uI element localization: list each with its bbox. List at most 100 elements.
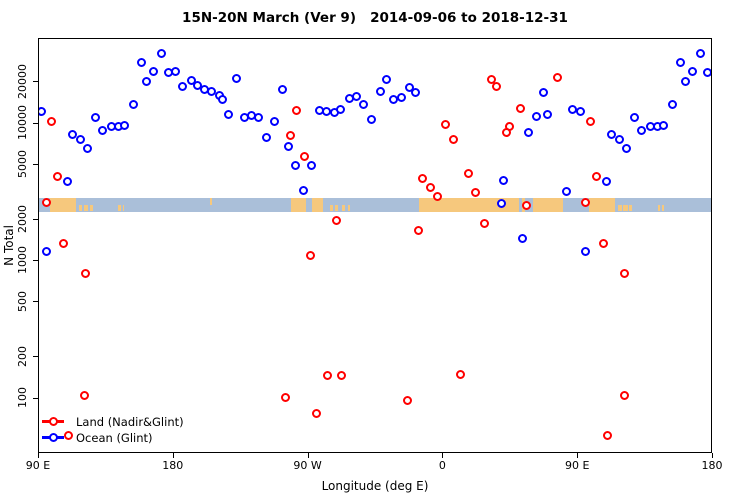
land-patch xyxy=(348,205,350,212)
data-point-ocean xyxy=(681,77,691,87)
data-point-ocean xyxy=(207,86,217,96)
data-point-ocean xyxy=(404,83,414,93)
x-axis-title: Longitude (deg E) xyxy=(321,479,429,493)
data-point-ocean xyxy=(659,121,669,131)
data-point-ocean xyxy=(231,73,241,83)
data-point-ocean xyxy=(148,66,158,76)
y-axis-tick xyxy=(33,260,38,261)
data-point-land xyxy=(448,134,458,144)
data-point-ocean xyxy=(695,49,705,59)
x-axis-tick xyxy=(712,453,713,458)
data-point-land xyxy=(413,225,423,235)
data-point-ocean xyxy=(411,88,421,98)
x-axis-tick-label: 180 xyxy=(162,459,184,472)
data-point-land xyxy=(312,409,322,418)
land-patch xyxy=(589,198,615,212)
data-point-land xyxy=(323,371,333,381)
data-point-ocean xyxy=(576,106,586,116)
data-point-ocean xyxy=(688,66,698,76)
data-point-ocean xyxy=(269,117,279,127)
data-point-land xyxy=(292,105,302,115)
land-patch xyxy=(334,205,338,212)
land-patch xyxy=(418,198,520,212)
data-point-land xyxy=(80,391,90,401)
data-point-land xyxy=(331,215,341,225)
y-axis-tick xyxy=(33,218,38,220)
data-point-ocean xyxy=(351,92,361,102)
data-point-ocean xyxy=(291,160,301,170)
data-point-ocean xyxy=(375,86,385,96)
data-point-land xyxy=(426,182,436,192)
data-point-ocean xyxy=(381,74,391,84)
data-point-ocean xyxy=(668,100,678,110)
data-point-land xyxy=(463,168,473,178)
y-axis-tick xyxy=(33,356,38,358)
data-point-ocean xyxy=(496,198,506,208)
x-axis-tick xyxy=(577,453,579,458)
data-point-land xyxy=(42,198,52,208)
data-point-ocean xyxy=(178,81,188,91)
data-point-ocean xyxy=(531,111,541,121)
plot-area: Land (Nadir&Glint) Ocean (Glint) xyxy=(38,38,712,453)
data-point-land xyxy=(59,238,69,248)
data-point-ocean xyxy=(128,100,138,110)
chart-title: 15N-20N March (Ver 9) 2014-09-06 to 2018… xyxy=(182,10,568,26)
land-patch xyxy=(118,205,121,212)
y-axis-tick-label: 20000 xyxy=(16,63,29,99)
data-point-ocean xyxy=(98,126,108,136)
data-point-ocean xyxy=(75,134,85,144)
data-point-land xyxy=(492,82,502,92)
data-point-ocean xyxy=(83,143,93,153)
data-point-ocean xyxy=(298,185,308,195)
data-point-ocean xyxy=(518,233,528,243)
data-point-ocean xyxy=(218,94,228,104)
land-patch xyxy=(83,205,89,212)
x-axis-tick-label: 180 xyxy=(701,459,723,472)
legend-land-marker-icon xyxy=(48,416,58,426)
data-point-land xyxy=(305,251,315,261)
data-point-ocean xyxy=(170,66,180,76)
x-axis-tick xyxy=(442,453,444,458)
data-point-ocean xyxy=(223,110,233,120)
data-point-ocean xyxy=(543,110,553,120)
land-patch xyxy=(122,205,125,212)
data-point-land xyxy=(586,116,596,126)
data-point-land xyxy=(441,119,451,129)
data-point-ocean xyxy=(607,129,617,139)
data-point-land xyxy=(522,200,532,210)
land-patch xyxy=(657,205,660,212)
data-point-ocean xyxy=(253,113,263,123)
land-patch xyxy=(629,205,633,212)
data-point-ocean xyxy=(637,126,647,136)
data-point-ocean xyxy=(358,100,368,110)
data-point-ocean xyxy=(261,133,271,143)
data-point-ocean xyxy=(581,247,591,257)
legend-land-label: Land (Nadir&Glint) xyxy=(76,415,184,429)
data-point-ocean xyxy=(498,175,508,185)
data-point-ocean xyxy=(39,106,47,116)
x-axis-tick-label: 0 xyxy=(438,459,446,472)
data-point-ocean xyxy=(367,114,377,124)
data-point-land xyxy=(620,269,630,279)
y-axis-tick xyxy=(33,301,38,303)
data-point-land xyxy=(501,128,511,138)
data-point-land xyxy=(619,391,629,401)
land-patch xyxy=(50,198,76,212)
data-point-ocean xyxy=(119,121,129,131)
data-point-ocean xyxy=(63,177,73,187)
y-axis-tick xyxy=(33,397,38,399)
data-point-ocean xyxy=(538,88,548,98)
data-point-land xyxy=(418,173,428,183)
y-axis-tick-label: 2000 xyxy=(16,204,29,233)
data-point-land xyxy=(598,238,608,248)
data-point-ocean xyxy=(568,105,578,115)
legend-item-ocean: Ocean (Glint) xyxy=(40,429,240,445)
data-point-land xyxy=(52,171,62,181)
data-point-ocean xyxy=(137,58,147,68)
data-point-land xyxy=(433,191,443,201)
x-axis-tick xyxy=(38,453,39,458)
data-point-ocean xyxy=(614,134,624,144)
x-axis-tick xyxy=(172,453,174,458)
data-point-ocean xyxy=(68,129,78,139)
